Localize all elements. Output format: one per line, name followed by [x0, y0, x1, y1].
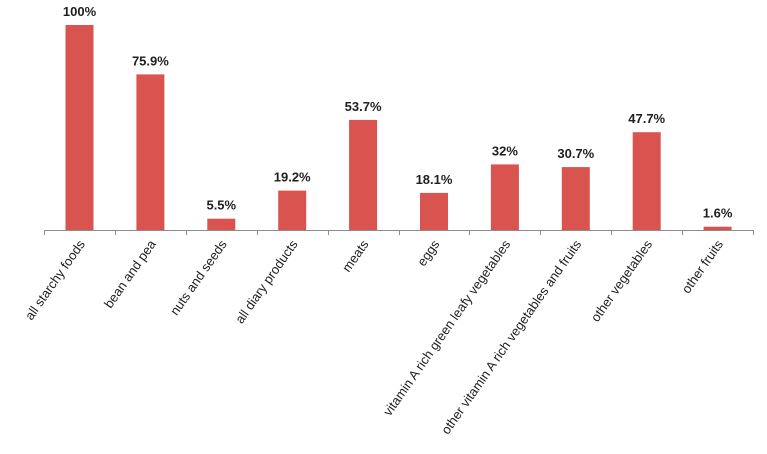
category-label: nuts and seeds — [167, 237, 230, 318]
category-label: all starchy foods — [22, 237, 88, 323]
bar — [632, 132, 661, 230]
bars-group — [65, 25, 732, 231]
category-label: other fruits — [679, 237, 727, 296]
bar — [207, 218, 236, 230]
data-label: 53.7% — [345, 99, 382, 114]
value-labels-group: 100% 75.9% 5.5% 19.2% 53.7% 18.1% 32% 30.7% 47.7… — [63, 4, 733, 221]
category-label: bean and pea — [101, 236, 159, 310]
bar — [703, 226, 732, 230]
bar — [136, 74, 165, 231]
category-label: other vitamin A rich vegetables and frui… — [438, 237, 584, 437]
category-label: meats — [339, 237, 372, 275]
category-label: eggs — [414, 237, 443, 269]
data-label: 18.1% — [416, 172, 453, 187]
data-label: 47.7% — [628, 111, 665, 126]
data-label: 100% — [63, 4, 97, 19]
category-label: all diary products — [232, 237, 301, 327]
bar — [278, 190, 307, 230]
data-label: 75.9% — [132, 53, 169, 68]
bar — [349, 119, 378, 230]
data-label: 30.7% — [557, 146, 594, 161]
x-axis-ticks — [44, 230, 754, 235]
bar — [490, 164, 519, 230]
bar — [65, 25, 94, 230]
data-label: 32% — [492, 143, 518, 158]
category-labels-group: all starchy foods bean and pea nuts and se… — [22, 236, 727, 436]
category-label: vitamin A rich green leafy vegetables — [380, 237, 514, 419]
bar — [561, 167, 590, 230]
category-label: other vegetables — [588, 237, 656, 325]
data-label: 19.2% — [274, 170, 311, 185]
bar — [420, 192, 448, 230]
data-label: 5.5% — [206, 198, 236, 213]
data-label: 1.6% — [703, 206, 733, 221]
